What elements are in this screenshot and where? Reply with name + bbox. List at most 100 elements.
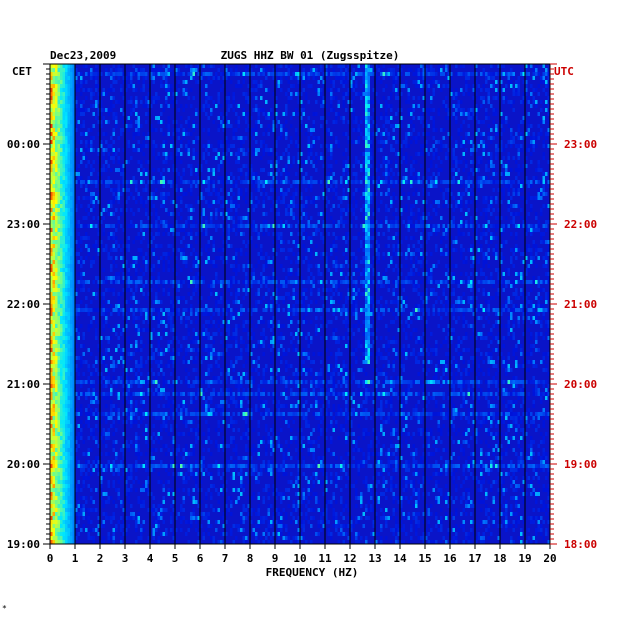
heatmap-cell	[370, 140, 373, 144]
heatmap-cell	[475, 208, 478, 212]
heatmap-cell	[467, 276, 470, 280]
heatmap-cell	[110, 100, 113, 104]
heatmap-cell	[387, 252, 390, 256]
heatmap-cell	[507, 80, 510, 84]
heatmap-cell	[110, 104, 113, 108]
heatmap-cell	[427, 176, 430, 180]
heatmap-cell	[285, 132, 288, 136]
heatmap-cell	[225, 96, 228, 100]
heatmap-cell	[92, 196, 95, 200]
heatmap-cell	[62, 244, 65, 248]
heatmap-cell	[67, 72, 70, 76]
heatmap-cell	[127, 236, 130, 240]
heatmap-cell	[532, 140, 535, 144]
heatmap-cell	[312, 76, 315, 80]
heatmap-cell	[462, 156, 465, 160]
heatmap-cell	[217, 128, 220, 132]
heatmap-cell	[385, 132, 388, 136]
heatmap-cell	[67, 236, 70, 240]
heatmap-cell	[435, 280, 438, 284]
heatmap-cell	[405, 176, 408, 180]
heatmap-cell	[242, 148, 245, 152]
heatmap-cell	[542, 176, 545, 180]
heatmap-cell	[430, 216, 433, 220]
heatmap-cell	[325, 216, 328, 220]
heatmap-cell	[260, 168, 263, 172]
heatmap-cell	[367, 284, 370, 288]
heatmap-cell	[365, 112, 368, 116]
heatmap-cell	[102, 208, 105, 212]
heatmap-cell	[332, 196, 335, 200]
heatmap-cell	[362, 268, 365, 272]
heatmap-cell	[195, 252, 198, 256]
heatmap-cell	[472, 160, 475, 164]
heatmap-cell	[472, 116, 475, 120]
heatmap-cell	[370, 148, 373, 152]
heatmap-cell	[350, 64, 353, 68]
heatmap-cell	[140, 88, 143, 92]
heatmap-cell	[115, 116, 118, 120]
heatmap-cell	[497, 236, 500, 240]
heatmap-cell	[397, 216, 400, 220]
heatmap-cell	[387, 160, 390, 164]
heatmap-cell	[172, 96, 175, 100]
heatmap-cell	[50, 80, 53, 84]
heatmap-cell	[425, 240, 428, 244]
heatmap-cell	[507, 200, 510, 204]
heatmap-cell	[152, 140, 155, 144]
heatmap-cell	[505, 96, 508, 100]
heatmap-cell	[60, 292, 63, 296]
heatmap-cell	[345, 180, 348, 184]
heatmap-cell	[55, 200, 58, 204]
heatmap-cell	[162, 280, 165, 284]
heatmap-cell	[190, 164, 193, 168]
heatmap-cell	[262, 168, 265, 172]
heatmap-cell	[300, 124, 303, 128]
heatmap-cell	[295, 132, 298, 136]
heatmap-cell	[387, 68, 390, 72]
heatmap-cell	[295, 76, 298, 80]
heatmap-cell	[97, 84, 100, 88]
heatmap-cell	[430, 268, 433, 272]
heatmap-cell	[440, 216, 443, 220]
heatmap-cell	[460, 100, 463, 104]
heatmap-cell	[65, 144, 68, 148]
heatmap-cell	[467, 192, 470, 196]
heatmap-cell	[455, 236, 458, 240]
heatmap-cell	[57, 256, 60, 260]
heatmap-cell	[372, 212, 375, 216]
heatmap-cell	[282, 192, 285, 196]
heatmap-cell	[62, 220, 65, 224]
heatmap-cell	[115, 264, 118, 268]
heatmap-cell	[242, 72, 245, 76]
heatmap-cell	[52, 244, 55, 248]
heatmap-cell	[415, 176, 418, 180]
heatmap-cell	[297, 252, 300, 256]
heatmap-cell	[90, 76, 93, 80]
heatmap-cell	[397, 96, 400, 100]
heatmap-cell	[432, 288, 435, 292]
heatmap-cell	[67, 196, 70, 200]
heatmap-cell	[150, 124, 153, 128]
heatmap-cell	[345, 196, 348, 200]
heatmap-cell	[277, 160, 280, 164]
heatmap-cell	[350, 260, 353, 264]
heatmap-cell	[55, 88, 58, 92]
heatmap-cell	[120, 72, 123, 76]
heatmap-cell	[100, 280, 103, 284]
heatmap-cell	[227, 280, 230, 284]
heatmap-cell	[75, 104, 78, 108]
heatmap-cell	[395, 180, 398, 184]
heatmap-cell	[420, 116, 423, 120]
heatmap-cell	[147, 92, 150, 96]
heatmap-cell	[367, 216, 370, 220]
heatmap-cell	[60, 216, 63, 220]
heatmap-cell	[75, 208, 78, 212]
heatmap-cell	[545, 92, 548, 96]
heatmap-cell	[532, 260, 535, 264]
heatmap-cell	[67, 140, 70, 144]
heatmap-cell	[52, 280, 55, 284]
heatmap-cell	[285, 180, 288, 184]
heatmap-cell	[165, 192, 168, 196]
heatmap-cell	[482, 196, 485, 200]
